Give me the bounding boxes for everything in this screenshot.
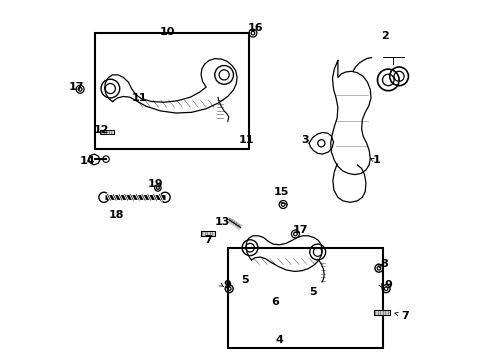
Polygon shape (374, 310, 391, 315)
Text: 18: 18 (108, 210, 124, 220)
Text: 7: 7 (204, 235, 212, 246)
Text: 2: 2 (382, 31, 389, 41)
Text: 16: 16 (247, 23, 263, 33)
Bar (95, 33, 249, 149)
Text: 15: 15 (274, 186, 290, 197)
Text: 11: 11 (239, 135, 254, 145)
Text: 10: 10 (160, 27, 175, 37)
Polygon shape (201, 231, 215, 236)
Text: 12: 12 (93, 125, 109, 135)
Text: 11: 11 (132, 93, 147, 103)
Text: 5: 5 (241, 275, 249, 285)
Text: 7: 7 (401, 311, 409, 321)
Bar (228, 248, 383, 348)
Text: 3: 3 (302, 135, 309, 145)
Text: 9: 9 (384, 280, 392, 290)
Text: 1: 1 (372, 155, 380, 165)
Text: 4: 4 (275, 335, 283, 345)
Text: 13: 13 (215, 217, 230, 228)
Text: 17: 17 (293, 225, 309, 235)
Text: 17: 17 (69, 82, 84, 92)
Text: 19: 19 (148, 179, 164, 189)
Text: 14: 14 (79, 156, 95, 166)
Text: 6: 6 (271, 297, 279, 307)
Polygon shape (100, 130, 114, 134)
Text: 9: 9 (224, 280, 232, 290)
Text: 8: 8 (381, 258, 389, 269)
Text: 5: 5 (310, 287, 317, 297)
